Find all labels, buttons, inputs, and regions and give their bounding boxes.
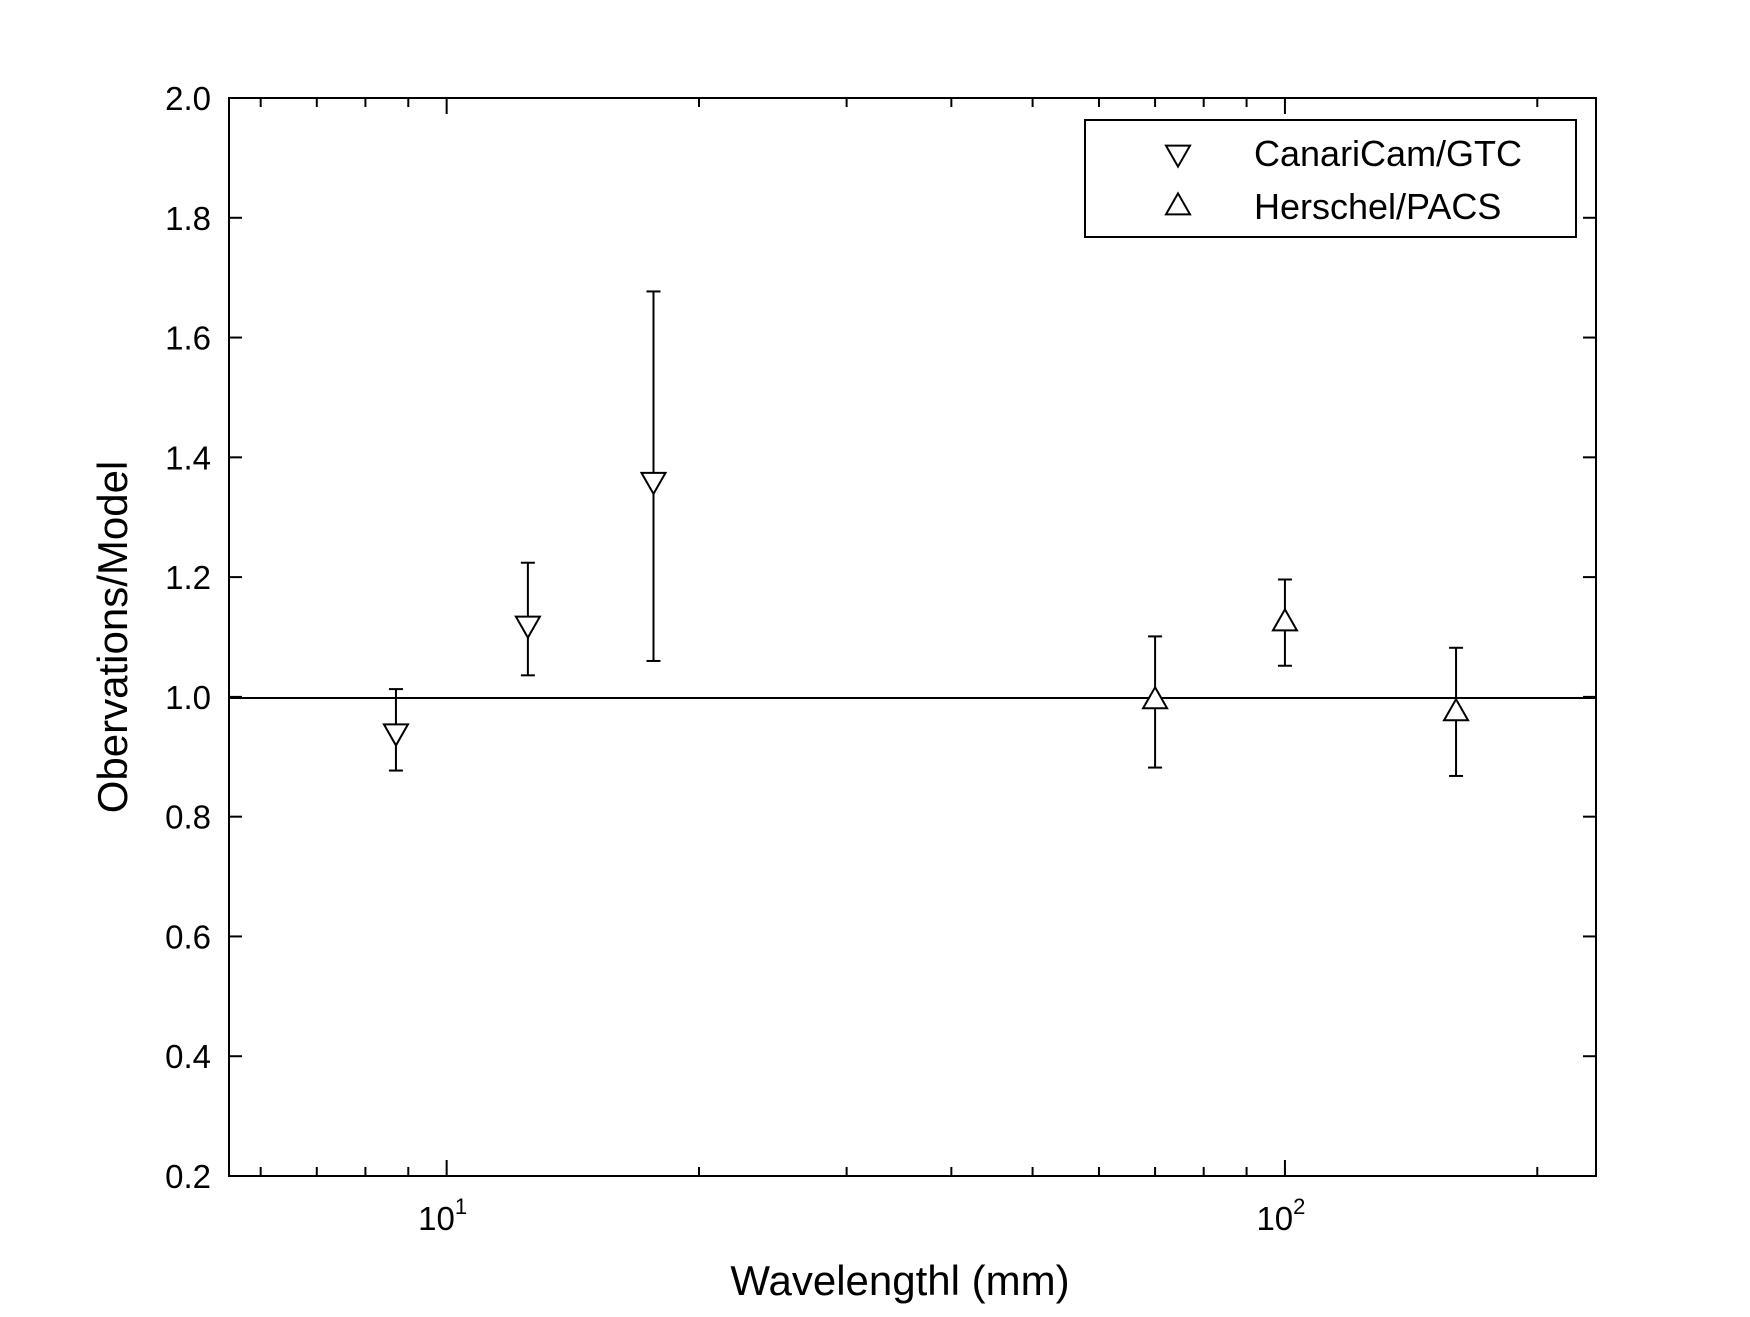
data-point-up-triangle — [1141, 685, 1169, 710]
y-tick-label: 1.2 — [165, 559, 211, 596]
y-tick-label: 1.6 — [165, 320, 211, 357]
x-axis-title: Wavelengthl (mm) — [730, 1257, 1069, 1304]
legend-label-0: CanariCam/GTC — [1254, 133, 1522, 174]
legend-marker-triangle — [1164, 144, 1192, 169]
y-tick-label: 1.8 — [165, 200, 211, 237]
data-point-down-triangle — [639, 471, 668, 496]
y-tick-label: 1.4 — [165, 439, 211, 476]
y-tick-label: 0.6 — [165, 918, 211, 955]
plot-area — [228, 97, 1597, 1177]
y-tick-label: 0.4 — [165, 1038, 211, 1075]
y-axis-title: Obervations/Model — [89, 461, 136, 814]
x-tick-label: 101 — [418, 1194, 467, 1237]
legend-marker-triangle — [1164, 191, 1192, 216]
data-point-up-triangle — [1442, 697, 1470, 722]
legend: CanariCam/GTC Herschel/PACS — [1084, 119, 1577, 238]
y-tick-label: 0.8 — [165, 799, 211, 836]
legend-marker-0 — [1164, 144, 1192, 169]
y-tick-label: 2.0 — [165, 80, 211, 117]
y-tick-label: 0.2 — [165, 1158, 211, 1195]
legend-marker-1 — [1164, 191, 1192, 216]
data-point-down-triangle — [382, 723, 410, 748]
legend-label-1: Herschel/PACS — [1254, 186, 1501, 227]
y-tick-label: 1.0 — [165, 679, 211, 716]
data-marks — [382, 290, 1470, 777]
data-point-up-triangle — [1271, 607, 1299, 632]
x-axis-ticks: 101 102 — [259, 98, 1539, 1237]
legend-box — [1084, 119, 1577, 238]
data-point-down-triangle — [514, 615, 542, 640]
x-tick-label: 102 — [1256, 1194, 1305, 1237]
y-axis-ticks: 0.2 0.4 0.6 0.8 1.0 1.2 1.4 1.6 1.8 2.0 — [165, 80, 1596, 1195]
